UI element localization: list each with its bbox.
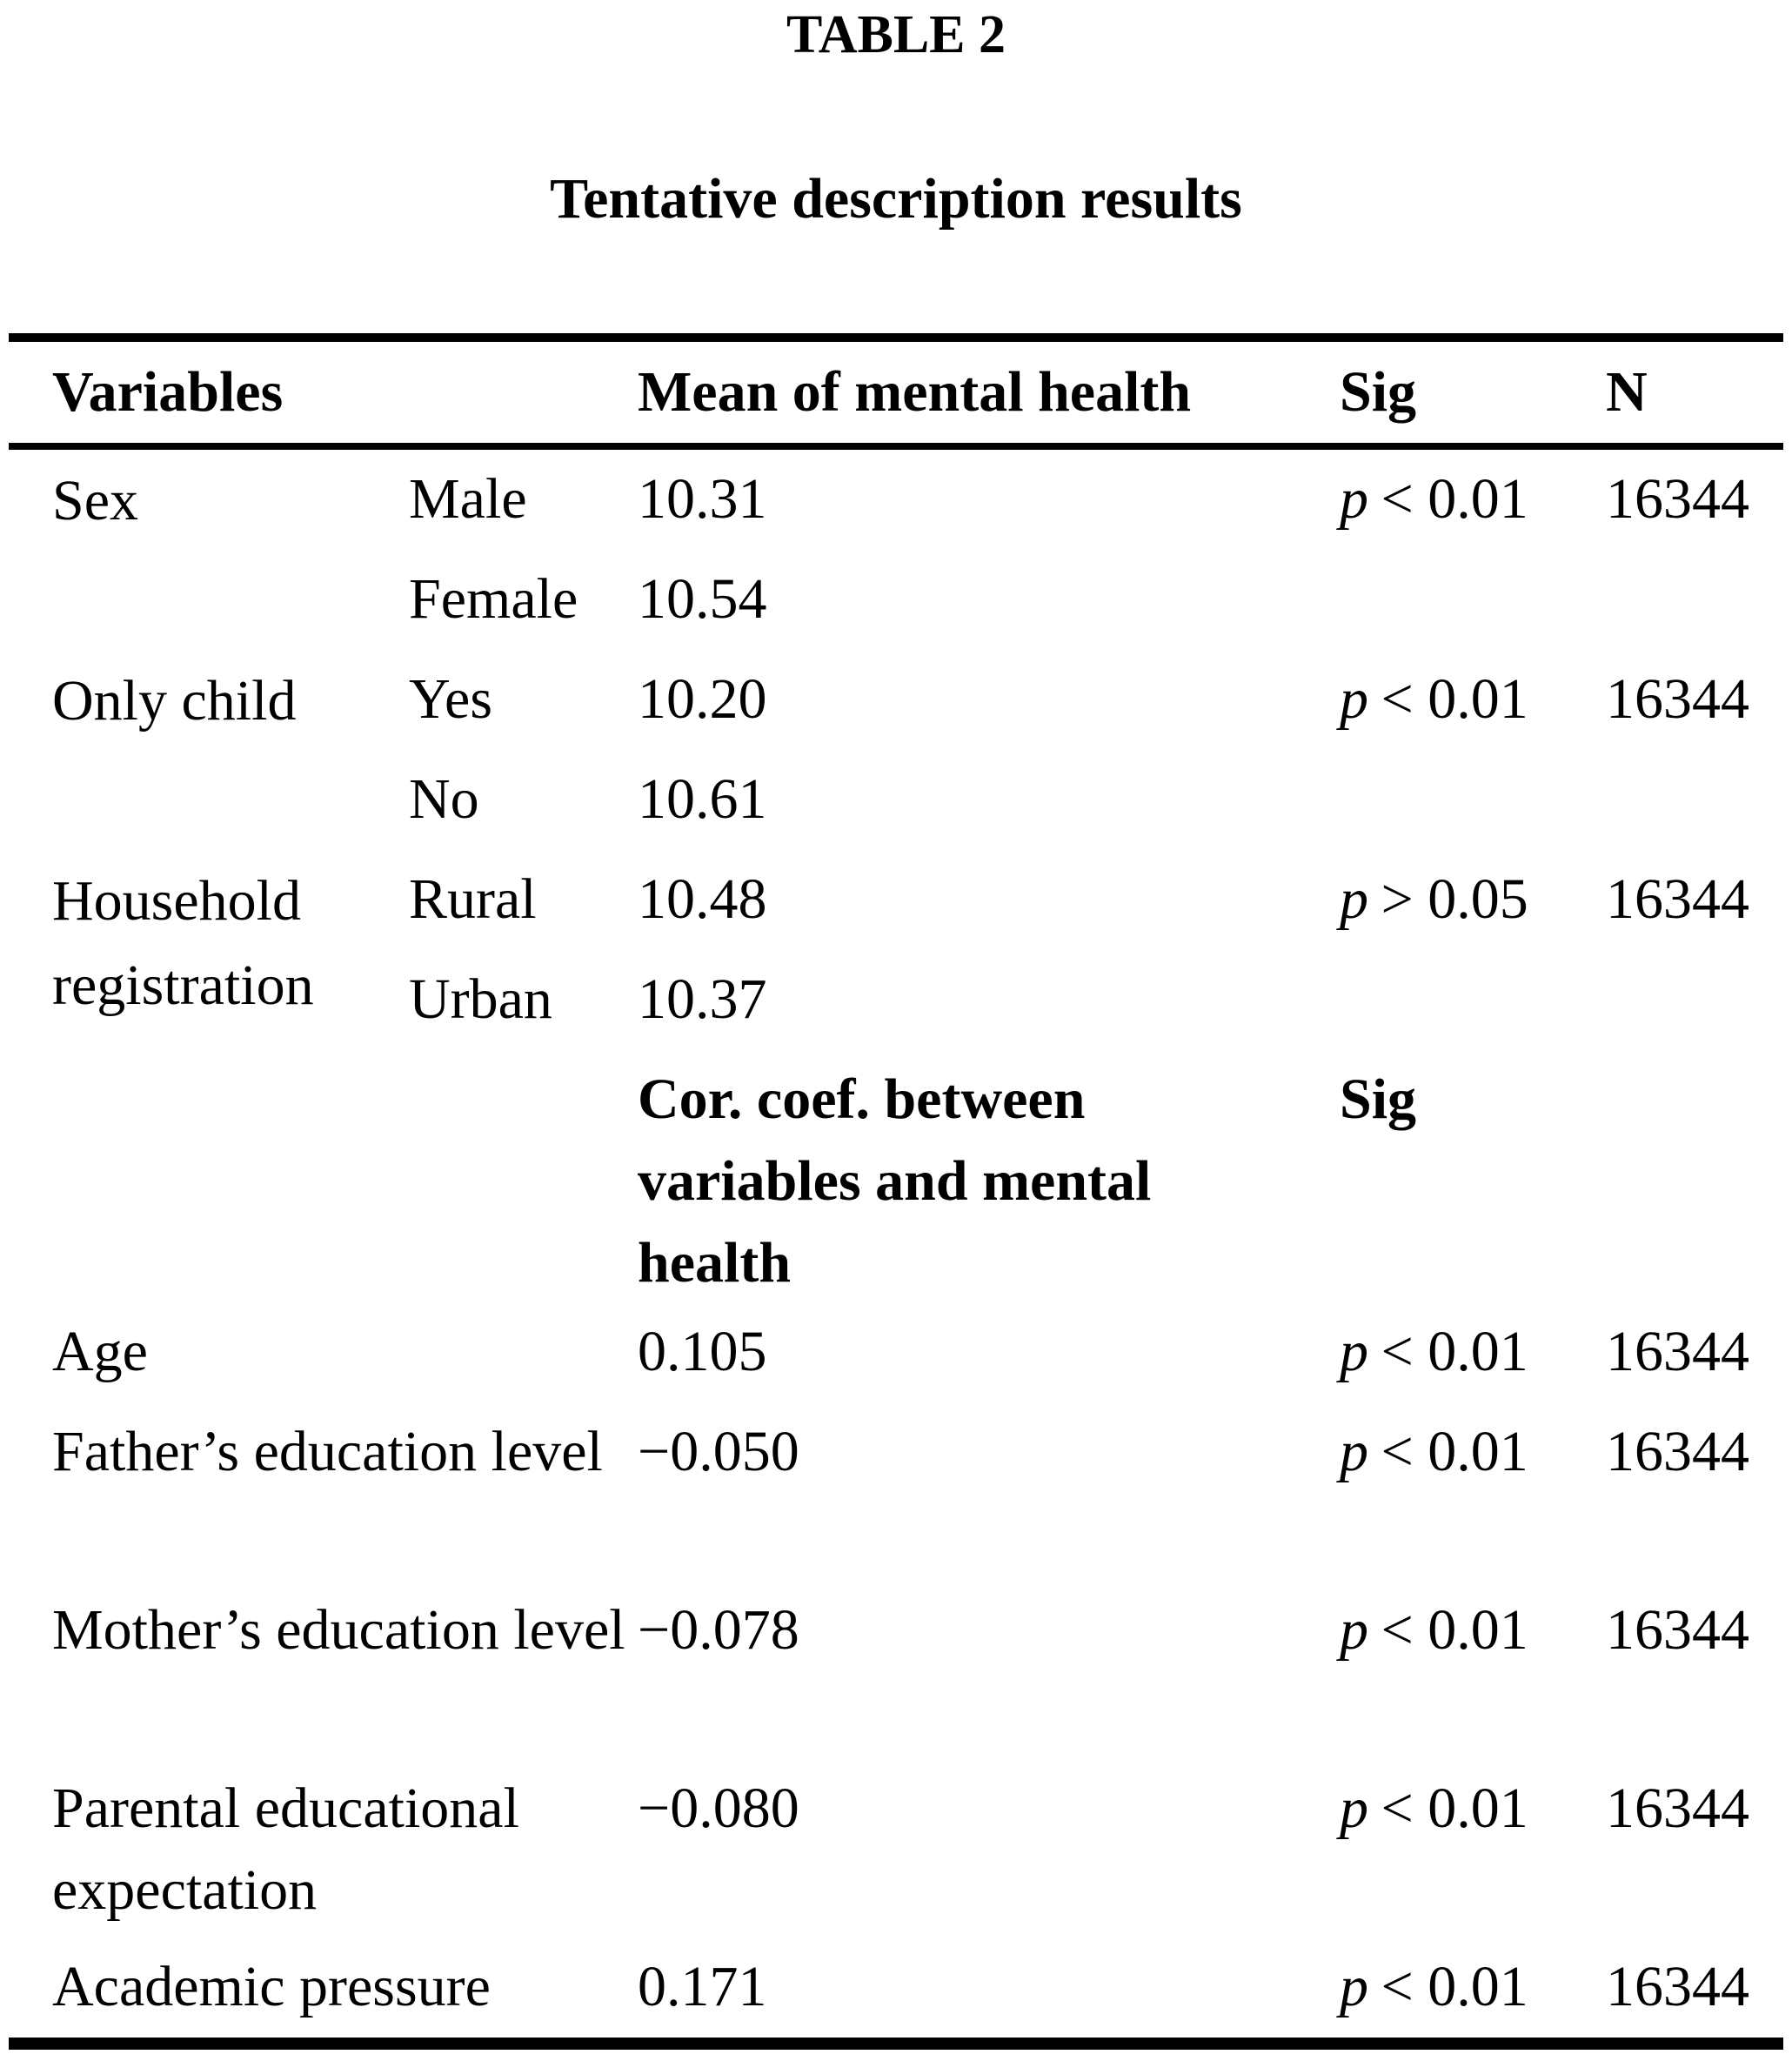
- sig-threshold: < 0.01: [1381, 667, 1528, 731]
- mean-cell: 10.61: [638, 767, 767, 831]
- n-cell: 16344: [1606, 1420, 1749, 1483]
- subheader-row: Cor. coef. between variables and mental …: [9, 1050, 1783, 1302]
- variable-cell: Age: [52, 1320, 148, 1383]
- n-cell: 16344: [1606, 1777, 1749, 1840]
- table-header-row: Variables Mean of mental health Sig N: [9, 342, 1783, 450]
- sig-threshold: < 0.01: [1381, 1420, 1528, 1483]
- sig-threshold: < 0.01: [1381, 1955, 1528, 2018]
- header-sig: Sig: [1340, 360, 1417, 424]
- sig-cell: p < 0.01: [1340, 1759, 1606, 1937]
- variable-cell: Parental educational expectation: [52, 1777, 519, 1922]
- sig-p-symbol: p: [1340, 1777, 1368, 1840]
- mean-cell: 10.37: [638, 967, 767, 1031]
- category-cell: No: [409, 767, 479, 831]
- mean-cell: 10.20: [638, 667, 767, 731]
- table-row: Academic pressure 0.171 p < 0.01 16344: [9, 1937, 1783, 2038]
- table-row: Female 10.54: [9, 550, 1783, 650]
- variable-cell: Father’s education level: [52, 1420, 603, 1483]
- header-n: N: [1606, 360, 1648, 424]
- mean-cell: 10.31: [638, 467, 767, 531]
- n-cell: 16344: [1606, 467, 1749, 531]
- sig-threshold: < 0.01: [1381, 1598, 1528, 1662]
- subheader-sig-label: Sig: [1340, 1067, 1417, 1131]
- variable-cell: Sex: [52, 469, 138, 532]
- n-cell: 16344: [1606, 1320, 1749, 1383]
- table-row: No 10.61: [9, 750, 1783, 850]
- sig-p-symbol: p: [1340, 467, 1368, 531]
- sig-cell: p > 0.05: [1340, 850, 1606, 1027]
- n-cell: 16344: [1606, 1955, 1749, 2018]
- correlation-cell: 0.105: [638, 1320, 767, 1383]
- table-row: Sex Male 10.31 p < 0.01 16344: [9, 450, 1783, 550]
- sig-cell: p < 0.01: [1340, 650, 1606, 750]
- sig-p-symbol: p: [1340, 1598, 1368, 1662]
- subheader-correlation-label: Cor. coef. between variables and mental …: [638, 1067, 1152, 1295]
- sig-threshold: > 0.05: [1381, 867, 1528, 931]
- n-cell: 16344: [1606, 1598, 1749, 1662]
- sig-p-symbol: p: [1340, 1955, 1368, 2018]
- sig-p-symbol: p: [1340, 1420, 1368, 1483]
- category-cell: Rural: [409, 867, 537, 931]
- n-cell: 16344: [1606, 867, 1749, 931]
- sig-threshold: < 0.01: [1381, 1320, 1528, 1383]
- sig-p-symbol: p: [1340, 667, 1368, 731]
- category-cell: Yes: [409, 667, 493, 731]
- category-cell: Female: [409, 567, 578, 631]
- table-row: Mother’s education level −0.078 p < 0.01 …: [9, 1581, 1783, 1759]
- table-row: Age 0.105 p < 0.01 16344: [9, 1302, 1783, 1402]
- variable-cell: Household registration: [52, 869, 314, 1017]
- sig-p-symbol: p: [1340, 867, 1368, 931]
- table-row: Household registration Rural 10.48 p > 0.…: [9, 850, 1783, 1017]
- sig-cell: p < 0.01: [1340, 450, 1606, 550]
- sig-threshold: < 0.01: [1381, 467, 1528, 531]
- correlation-cell: 0.171: [638, 1955, 767, 2018]
- mean-cell: 10.54: [638, 567, 767, 631]
- category-cell: Urban: [409, 967, 552, 1031]
- sig-cell: p < 0.01: [1340, 1581, 1606, 1759]
- sig-p-symbol: p: [1340, 1320, 1368, 1383]
- header-variables: Variables: [52, 360, 284, 424]
- table-row: Parental educational expectation −0.080 …: [9, 1759, 1783, 1937]
- correlation-cell: −0.078: [638, 1598, 799, 1662]
- table-number-title: TABLE 2: [786, 5, 1006, 64]
- correlation-cell: −0.080: [638, 1777, 799, 1840]
- results-table: Variables Mean of mental health Sig N Se…: [9, 333, 1783, 2050]
- category-cell: Male: [409, 467, 527, 531]
- table-row: Only child Yes 10.20 p < 0.01 16344: [9, 650, 1783, 750]
- header-mean: Mean of mental health: [638, 360, 1192, 424]
- variable-cell: Academic pressure: [52, 1955, 491, 2018]
- sig-cell: p < 0.01: [1340, 1302, 1606, 1402]
- correlation-cell: −0.050: [638, 1420, 799, 1483]
- table-row: Urban 10.37: [9, 950, 1783, 1050]
- sig-threshold: < 0.01: [1381, 1777, 1528, 1840]
- sig-cell: p < 0.01: [1340, 1937, 1606, 2038]
- table-caption: Tentative description results: [550, 167, 1242, 231]
- mean-cell: 10.48: [638, 867, 767, 931]
- variable-cell: Mother’s education level: [52, 1598, 625, 1662]
- variable-cell: Only child: [52, 669, 297, 733]
- sig-cell: p < 0.01: [1340, 1402, 1606, 1581]
- table-row: Father’s education level −0.050 p < 0.01 …: [9, 1402, 1783, 1581]
- n-cell: 16344: [1606, 667, 1749, 731]
